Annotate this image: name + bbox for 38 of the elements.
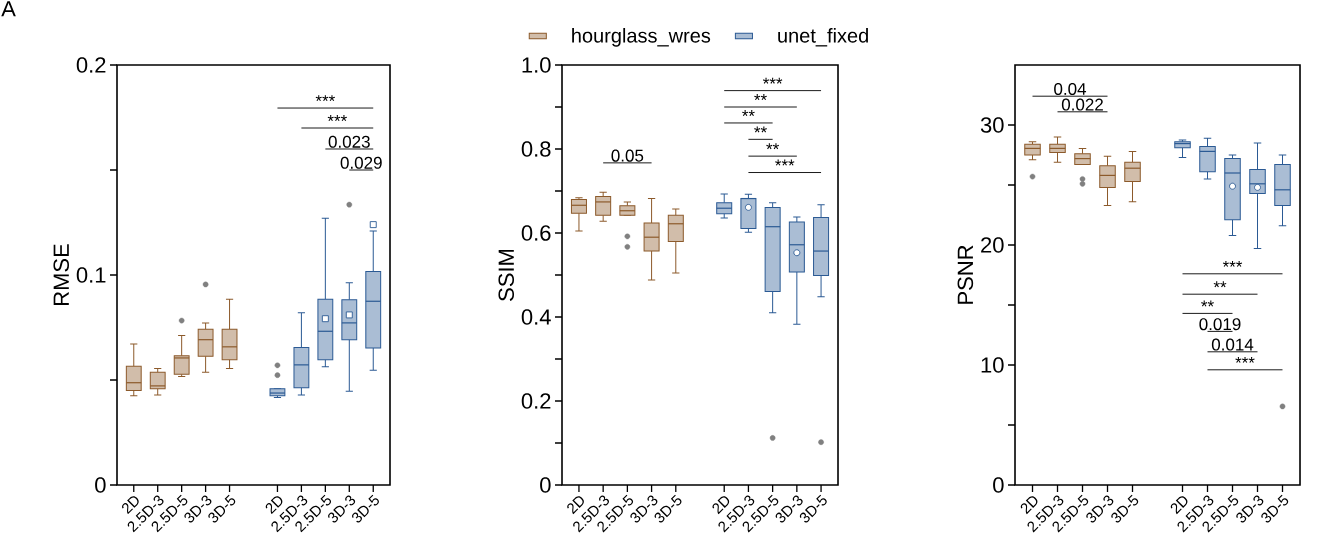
annotation: **: [1213, 281, 1227, 288]
y-tick-label: 0.8: [521, 141, 551, 157]
y-tick-label: 0: [540, 477, 551, 493]
annotation: 0.022: [1061, 98, 1103, 111]
y-tick-label: 20: [981, 237, 1004, 253]
y-tick-label: 0.2: [521, 393, 551, 409]
text: A: [1, 1, 16, 17]
legend-label: unet_fixed: [778, 28, 868, 47]
y-tick-label: 10: [981, 357, 1004, 373]
y-tick-label: 0: [95, 477, 106, 493]
annotation: **: [754, 94, 767, 101]
annotation: **: [742, 110, 755, 117]
annotation: 0.014: [1211, 338, 1254, 351]
y-tick-label: 0.6: [521, 225, 551, 241]
y-tick-label: 0.4: [521, 309, 551, 325]
annotation: ***: [1222, 260, 1243, 267]
y-tick-label: 30: [980, 117, 1004, 133]
y-axis-title: PSNR: [957, 245, 974, 304]
y-tick-label: 0.2: [76, 57, 106, 73]
legend-label: hourglass_wres: [572, 28, 711, 47]
annotation: 0.029: [340, 156, 382, 169]
y-axis-title: SSIM: [498, 249, 515, 301]
annotation: **: [1201, 300, 1214, 307]
y-tick-label: 0.1: [76, 267, 106, 283]
annotation: ***: [315, 95, 335, 102]
annotation: ***: [1235, 356, 1255, 363]
annotation: 0.023: [328, 135, 370, 148]
annotation: 0.05: [611, 149, 644, 162]
annotation: 0.04: [1054, 82, 1087, 96]
y-tick-label: 0: [993, 477, 1004, 493]
y-tick-label: 1.0: [522, 57, 551, 73]
annotation: ***: [327, 115, 347, 122]
y-axis-title: RMSE: [53, 244, 70, 305]
annotation: ***: [762, 77, 783, 84]
annotation: 0.019: [1199, 318, 1241, 331]
annotation: ***: [775, 159, 795, 166]
annotation: **: [754, 126, 767, 133]
annotation: **: [766, 143, 779, 150]
